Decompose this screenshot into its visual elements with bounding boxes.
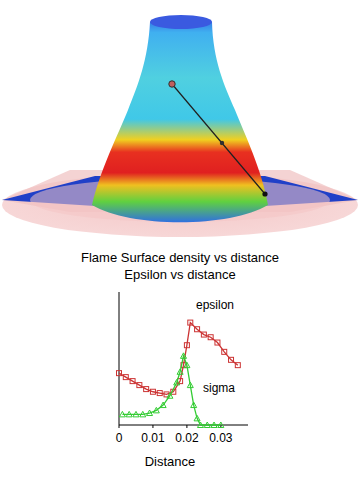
- probe-end: [262, 191, 267, 196]
- series-marker: [215, 340, 220, 345]
- x-tick: [186, 425, 187, 428]
- flame-surface: [92, 16, 268, 222]
- probe-line: [172, 84, 265, 194]
- x-axis-label: Distance: [145, 454, 196, 469]
- x-axis: [119, 425, 248, 426]
- series-marker: [133, 411, 139, 417]
- x-tick: [119, 425, 120, 428]
- x-tick-label: 0.03: [209, 431, 233, 445]
- page: Flame Surface density vs distance Epsilon…: [0, 0, 360, 478]
- series-marker: [157, 391, 162, 396]
- series-marker: [229, 357, 234, 362]
- series-marker: [137, 383, 142, 388]
- series-marker: [126, 411, 132, 417]
- series-marker: [184, 343, 189, 348]
- series-marker: [130, 379, 135, 384]
- series-marker: [167, 393, 173, 399]
- series-marker: [187, 382, 193, 388]
- series-line: [119, 323, 238, 395]
- x-tick: [152, 425, 153, 428]
- probe-start: [169, 81, 175, 87]
- series-marker: [147, 410, 153, 416]
- plot-area: [117, 320, 241, 427]
- flame-top: [150, 15, 212, 29]
- title: Flame Surface density vs distance: [81, 250, 279, 265]
- series-marker: [194, 415, 200, 421]
- series-marker: [177, 369, 183, 375]
- series-marker: [201, 332, 206, 337]
- series-label: sigma: [203, 381, 235, 395]
- subtitle: Epsilon vs distance: [124, 267, 235, 282]
- series-marker: [191, 402, 197, 408]
- series-marker: [222, 349, 227, 354]
- series-marker: [204, 422, 210, 428]
- series-marker: [218, 422, 224, 428]
- y-axis: [119, 292, 120, 425]
- series-marker: [123, 375, 128, 380]
- probe-mid: [220, 141, 224, 145]
- series-marker: [117, 371, 122, 376]
- x-tick-label: 0: [116, 431, 123, 445]
- flame-illustration: [2, 15, 358, 237]
- x-tick-label: 0.01: [141, 431, 165, 445]
- series-marker: [174, 379, 180, 385]
- series-marker: [153, 407, 159, 413]
- series-marker: [211, 422, 217, 428]
- series-marker: [140, 411, 146, 417]
- x-tick-label: 0.02: [175, 431, 199, 445]
- series-marker: [208, 335, 213, 340]
- series-marker: [188, 320, 193, 325]
- series-marker: [160, 402, 166, 408]
- series-marker: [119, 411, 125, 417]
- series-marker: [184, 362, 190, 368]
- series-marker: [181, 353, 187, 359]
- series-marker: [144, 387, 149, 392]
- series-marker: [235, 363, 240, 368]
- series-marker: [150, 389, 155, 394]
- series-marker: [197, 422, 203, 428]
- series-label: epsilon: [196, 298, 234, 312]
- series-marker: [195, 327, 200, 332]
